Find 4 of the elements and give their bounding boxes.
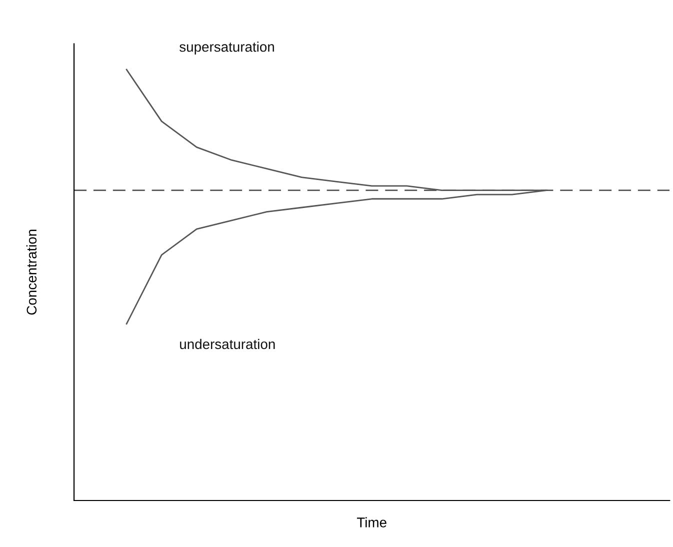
y-axis-title: Concentration	[26, 230, 37, 315]
x-axis-title: Time	[356, 517, 386, 528]
text: supersaturation	[180, 42, 274, 55]
annotation: undersaturation	[180, 338, 275, 350]
